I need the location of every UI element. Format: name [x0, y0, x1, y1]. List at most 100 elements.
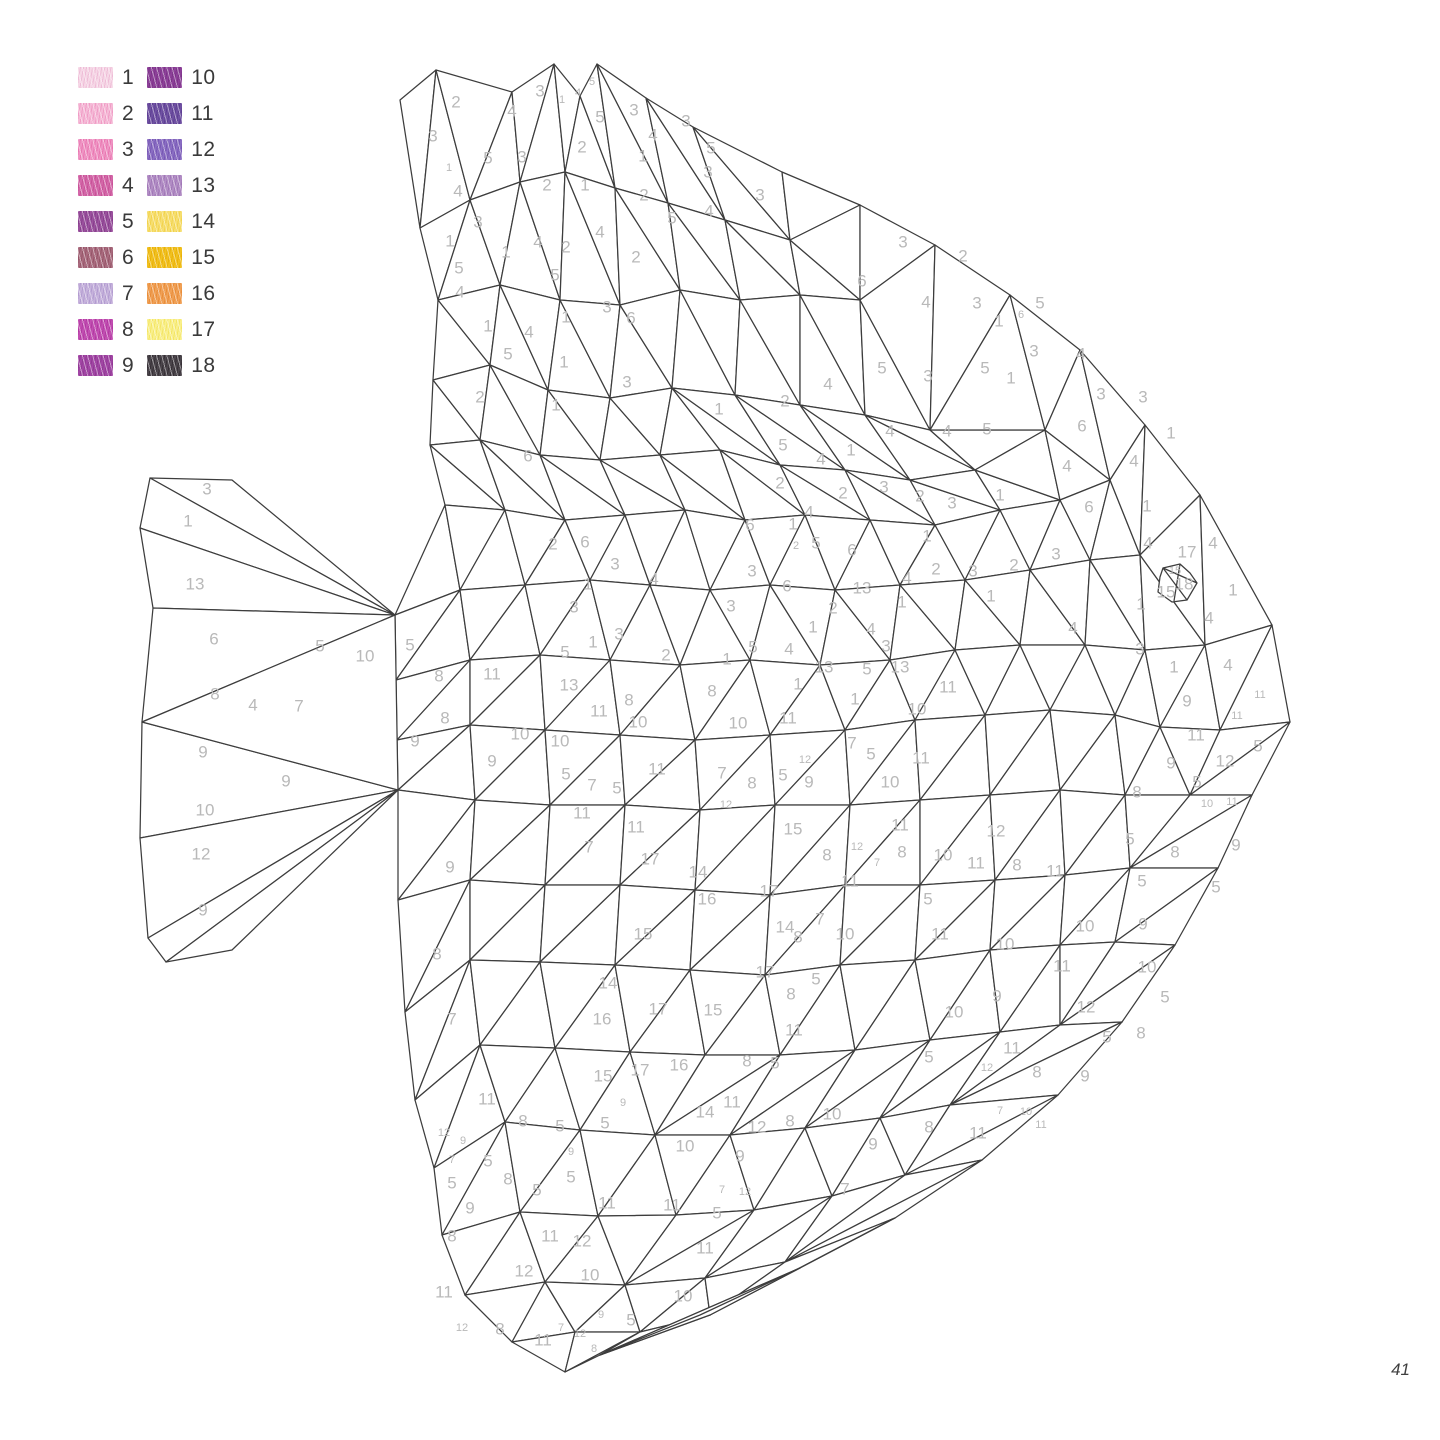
legend-number: 2 [122, 101, 135, 125]
region-number: 8 [1136, 1023, 1145, 1042]
region-number: 8 [591, 1343, 597, 1355]
region-number: 3 [747, 561, 756, 580]
region-number: 10 [729, 713, 748, 732]
region-number: 8 [1032, 1062, 1041, 1081]
region-number: 4 [1076, 344, 1085, 363]
region-number: 1 [788, 514, 797, 533]
region-number: 14 [776, 917, 795, 936]
region-number: 1 [561, 307, 570, 326]
region-number: 8 [495, 1319, 504, 1338]
legend-item-5: 5 [78, 210, 134, 233]
region-number: 10 [836, 924, 855, 943]
region-number: 5 [1192, 772, 1201, 791]
region-number: 2 [958, 246, 967, 265]
region-number: 5 [1125, 829, 1134, 848]
region-number: 2 [915, 486, 924, 505]
region-number: 1 [559, 94, 565, 106]
region-number: 5 [1211, 877, 1220, 896]
region-number: 1 [1228, 580, 1237, 599]
region-number: 9 [868, 1134, 877, 1153]
region-number: 5 [447, 1173, 456, 1192]
region-number: 5 [982, 419, 991, 438]
region-number: 4 [1223, 655, 1232, 674]
region-number: 12 [748, 1117, 767, 1136]
region-number: 4 [902, 568, 911, 587]
region-number: 1 [850, 689, 859, 708]
region-number: 13 [853, 578, 872, 597]
region-number: 11 [435, 1282, 453, 1301]
region-number: 8 [432, 944, 441, 963]
legend-number: 13 [191, 173, 216, 197]
region-number: 11 [534, 1330, 552, 1349]
region-number: 1 [588, 632, 597, 651]
legend-item-14: 14 [147, 210, 215, 233]
region-number: 4 [1204, 608, 1213, 627]
region-number: 6 [857, 271, 866, 290]
region-number: 1 [714, 399, 723, 418]
region-number: 3 [473, 212, 482, 231]
region-number: 5 [924, 1047, 933, 1066]
region-number: 4 [885, 421, 894, 440]
color-swatch-15 [147, 247, 183, 268]
region-number: 4 [1062, 456, 1071, 475]
region-number: 5 [600, 1113, 609, 1132]
region-number: 12 [438, 1127, 450, 1139]
region-number: 3 [602, 297, 611, 316]
legend-item-16: 16 [147, 282, 215, 305]
legend-column-1: 1 2 3 4 5 6 7 8 9 [78, 66, 135, 377]
region-number: 4 [595, 222, 604, 241]
region-number: 7 [449, 1154, 455, 1166]
region-number: 1 [994, 311, 1003, 330]
region-number: 9 [487, 751, 496, 770]
region-number: 4 [921, 292, 930, 311]
region-number: 7 [997, 1105, 1003, 1117]
region-number: 5 [1253, 736, 1262, 755]
region-number: 7 [558, 1322, 564, 1334]
page-number: 41 [1391, 1360, 1410, 1379]
region-number: 1 [793, 674, 802, 693]
legend-item-2: 2 [78, 101, 135, 125]
region-number: 5 [980, 358, 989, 377]
region-number: 7 [815, 909, 824, 928]
region-number: 6 [523, 446, 532, 465]
region-number: 3 [947, 493, 956, 512]
region-number: 7 [447, 1009, 456, 1028]
region-number: 5 [706, 138, 715, 157]
region-number: 2 [542, 175, 551, 194]
region-number: 9 [1166, 753, 1175, 772]
region-number: 1 [1006, 368, 1015, 387]
region-number: 11 [663, 1195, 681, 1214]
region-number: 11 [1046, 861, 1064, 880]
region-number: 9 [460, 1135, 466, 1147]
region-number: 11 [969, 1123, 987, 1142]
region-number: 11 [891, 815, 909, 834]
region-number: 7 [874, 857, 880, 869]
region-number: 4 [1068, 618, 1077, 637]
region-number: 5 [483, 1151, 492, 1170]
region-number: 4 [823, 374, 832, 393]
region-number: 10 [676, 1136, 695, 1155]
legend-number: 8 [122, 317, 135, 341]
region-number: 11 [1254, 689, 1265, 701]
region-number: 11 [483, 664, 501, 683]
region-number: 9 [1182, 691, 1191, 710]
region-number: 1 [580, 175, 589, 194]
legend-number: 4 [122, 173, 135, 197]
region-number: 8 [742, 1051, 751, 1070]
region-number: 14 [599, 973, 618, 992]
region-number: 18 [1175, 574, 1194, 593]
region-number: 1 [846, 440, 855, 459]
region-number: 16 [593, 1009, 612, 1028]
region-number: 5 [405, 635, 414, 654]
region-number: 12 [851, 841, 863, 853]
region-number: 4 [816, 449, 825, 468]
region-number: 8 [1170, 842, 1179, 861]
color-swatch-12 [147, 139, 183, 160]
region-number: 3 [1138, 387, 1147, 406]
legend-number: 10 [191, 65, 216, 89]
region-number: 1 [922, 526, 931, 545]
legend-item-10: 10 [147, 65, 216, 89]
region-number: 15 [594, 1066, 613, 1085]
